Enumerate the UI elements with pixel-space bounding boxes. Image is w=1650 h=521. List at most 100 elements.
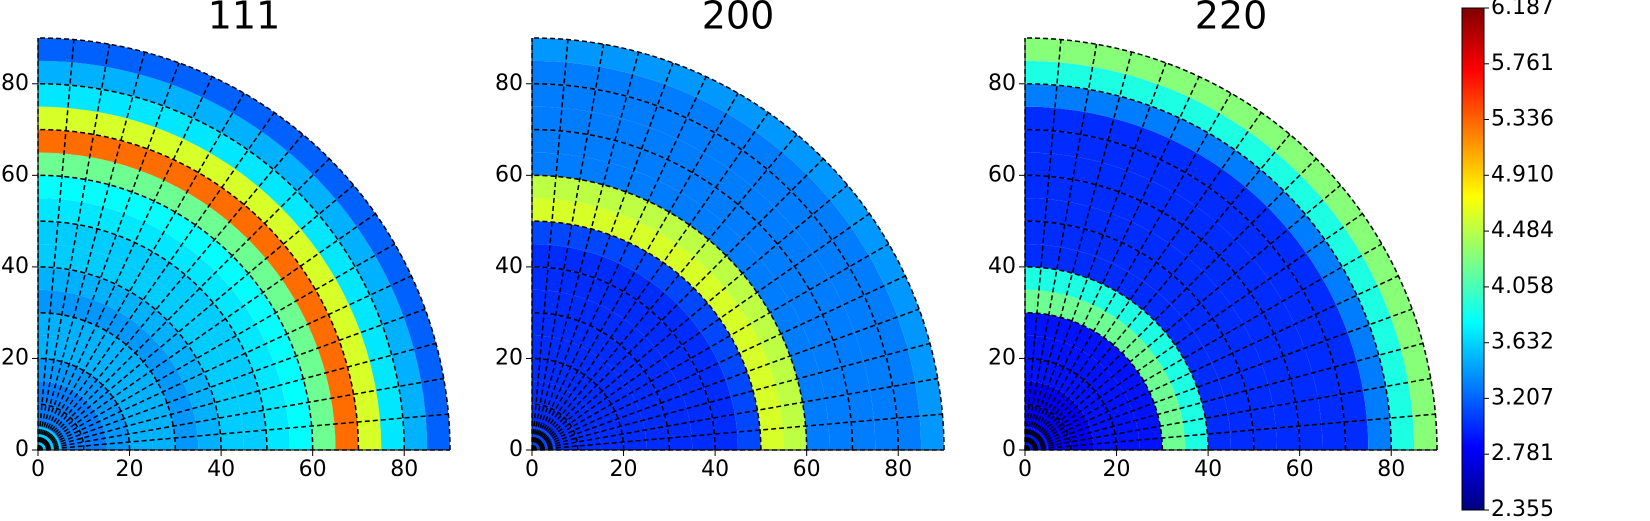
colorbar-tick-label: 4.910 <box>1491 162 1554 187</box>
y-tick-label: 40 <box>495 254 523 279</box>
grid-radial <box>531 44 605 451</box>
grid-radial <box>37 51 146 451</box>
grid-circle <box>1024 266 1209 451</box>
intensity-ring <box>1025 152 1323 450</box>
colorbar-tick-label: 6.187 <box>1491 0 1554 20</box>
grid-radial <box>1024 62 1167 451</box>
grid-radial <box>37 39 75 451</box>
grid-radial <box>531 243 890 451</box>
grid-radial <box>37 44 111 451</box>
grid-radial <box>531 51 640 451</box>
intensity-ring <box>38 198 290 450</box>
x-tick-label: 0 <box>31 457 45 482</box>
grid-radial <box>37 184 355 451</box>
grid-circle <box>531 266 716 451</box>
intensity-ring <box>1025 335 1140 450</box>
intensity-ring <box>532 175 807 451</box>
grid-circle <box>37 357 131 451</box>
grid-circle <box>1024 357 1118 451</box>
x-tick-label: 80 <box>390 457 418 482</box>
intensity-ring <box>1025 244 1231 450</box>
y-tick-label: 60 <box>988 162 1016 187</box>
x-tick-label: 80 <box>884 457 912 482</box>
intensity-ring <box>38 335 153 450</box>
intensity-ring <box>38 358 130 450</box>
intensity-ring <box>38 266 222 450</box>
panel-title: 220 <box>1195 0 1268 38</box>
intensity-ring <box>532 289 693 450</box>
grid-radial <box>37 76 213 451</box>
y-tick-label: 40 <box>988 254 1016 279</box>
panel-title: 111 <box>208 0 281 38</box>
pole-figure <box>531 37 945 451</box>
intensity-ring <box>1025 129 1346 451</box>
colorbar-tick-label: 5.336 <box>1491 106 1554 131</box>
grid-radial <box>531 308 920 451</box>
grid-circle <box>531 174 808 451</box>
grid-radial <box>531 62 674 451</box>
grid-radial <box>1024 51 1133 451</box>
grid-radial <box>1024 112 1262 451</box>
intensity-ring <box>38 83 405 451</box>
grid-radial <box>37 275 412 451</box>
intensity-ring <box>532 129 853 451</box>
intensity-ring <box>1025 60 1415 451</box>
intensity-ring <box>1025 175 1300 451</box>
colorbar-tick-label: 2.781 <box>1491 441 1554 466</box>
intensity-ring <box>38 289 199 450</box>
y-tick-label: 20 <box>495 345 523 370</box>
intensity-ring <box>532 198 784 450</box>
y-tick-label: 80 <box>988 71 1016 96</box>
grid-circle <box>1024 83 1392 451</box>
grid-radial <box>1024 76 1200 451</box>
colorbar-tick-label: 5.761 <box>1491 51 1554 76</box>
y-tick-label: 20 <box>1 345 29 370</box>
intensity-ring <box>1025 312 1163 450</box>
colorbar-tick-label: 3.207 <box>1491 385 1554 410</box>
grid-radial <box>1024 44 1098 451</box>
grid-radial <box>1024 184 1342 451</box>
grid-circle <box>37 83 405 451</box>
grid-radial <box>531 184 849 451</box>
x-tick-label: 0 <box>1018 457 1032 482</box>
grid-radial <box>37 243 396 451</box>
colorbar-tick-label: 2.355 <box>1491 497 1554 521</box>
x-tick-label: 80 <box>1377 457 1405 482</box>
grid-radial <box>531 112 769 451</box>
intensity-ring <box>532 335 647 450</box>
intensity-ring <box>532 221 761 450</box>
intensity-ring <box>1025 198 1277 450</box>
grid-radial <box>531 275 906 451</box>
grid-radial <box>37 342 437 451</box>
y-tick-label: 0 <box>1002 437 1016 462</box>
grid-radial <box>1024 158 1317 451</box>
grid-radial <box>1024 92 1232 451</box>
x-tick-label: 40 <box>1194 457 1222 482</box>
intensity-ring <box>38 221 267 450</box>
grid-radial <box>531 342 931 451</box>
intensity-ring <box>38 60 428 451</box>
x-tick-label: 60 <box>1286 457 1314 482</box>
grid-circle <box>1024 403 1072 451</box>
y-tick-label: 80 <box>495 71 523 96</box>
y-tick-label: 20 <box>988 345 1016 370</box>
grid-radial <box>37 133 304 451</box>
colorbar-tick-label: 3.632 <box>1491 330 1554 355</box>
intensity-ring <box>532 106 876 451</box>
intensity-ring <box>38 152 336 450</box>
intensity-ring <box>1025 221 1254 450</box>
panel-title: 200 <box>702 0 775 38</box>
intensity-ring <box>532 83 899 451</box>
intensity-ring <box>532 358 624 450</box>
intensity-ring <box>1025 266 1209 450</box>
y-tick-label: 60 <box>495 162 523 187</box>
y-tick-label: 0 <box>509 437 523 462</box>
intensity-ring <box>1025 83 1392 451</box>
intensity-ring <box>532 152 830 450</box>
grid-radial <box>1024 275 1399 451</box>
grid-radial <box>37 213 376 451</box>
grid-radial <box>531 213 870 451</box>
intensity-ring <box>532 266 716 450</box>
pole-figure <box>37 37 451 451</box>
